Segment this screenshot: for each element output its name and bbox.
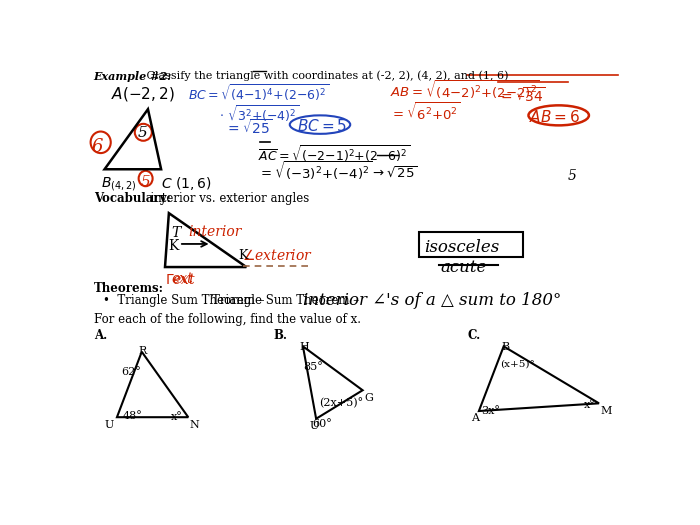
Text: U: U: [309, 421, 318, 431]
Text: K: K: [168, 238, 178, 253]
Text: •  Triangle Sum Theorem –: • Triangle Sum Theorem –: [103, 294, 265, 307]
Text: K: K: [239, 249, 248, 262]
Text: $\mathit{B}_{(4,2)}$: $\mathit{B}_{(4,2)}$: [101, 175, 136, 193]
Text: $\mathit{AB}{=}6$: $\mathit{AB}{=}6$: [529, 109, 580, 125]
Text: $=\sqrt{6^2{+}0^2}$: $=\sqrt{6^2{+}0^2}$: [390, 101, 461, 123]
Text: interior ∠'s of a △ sum to 180°: interior ∠'s of a △ sum to 180°: [303, 292, 561, 309]
Text: R: R: [139, 346, 147, 356]
Text: x°: x°: [584, 400, 595, 410]
Text: acute: acute: [440, 259, 486, 276]
Text: $\Gamma$ext: $\Gamma$ext: [165, 272, 197, 288]
Text: $\mathit{C}\ (1,6)$: $\mathit{C}\ (1,6)$: [161, 175, 211, 192]
Text: isosceles: isosceles: [425, 238, 500, 256]
Text: B: B: [501, 342, 510, 352]
Text: 6: 6: [92, 139, 103, 156]
Text: T: T: [172, 226, 181, 240]
Text: (x+5)°: (x+5)°: [500, 360, 535, 369]
Text: 3x°: 3x°: [481, 406, 500, 416]
Text: Triangle Sum Theorem –: Triangle Sum Theorem –: [211, 294, 358, 307]
Text: $\mathit{A}(-2,2)$: $\mathit{A}(-2,2)$: [111, 85, 174, 102]
Text: A.: A.: [94, 329, 107, 342]
Text: G: G: [364, 393, 373, 403]
Text: 5: 5: [568, 169, 577, 183]
Text: $=\sqrt{(-3)^2{+}(-4)^2}\rightarrow\sqrt{25}$: $=\sqrt{(-3)^2{+}(-4)^2}\rightarrow\sqrt…: [258, 159, 417, 182]
Text: ext: ext: [172, 272, 193, 287]
Text: B.: B.: [274, 329, 288, 342]
Text: Theorems:: Theorems:: [94, 282, 164, 296]
Text: Example #2:: Example #2:: [94, 71, 172, 82]
Text: H: H: [299, 342, 309, 352]
Text: Classify the triangle with coordinates at (-2, 2), (4, 2), and (1, 6): Classify the triangle with coordinates a…: [144, 71, 509, 81]
Text: $\angle$exterior: $\angle$exterior: [242, 248, 314, 263]
Text: C.: C.: [468, 329, 480, 342]
Text: x°: x°: [170, 412, 182, 422]
Text: $\cdot\ \sqrt{3^2{+}({-}4)^2}$: $\cdot\ \sqrt{3^2{+}({-}4)^2}$: [219, 104, 300, 125]
Text: 5: 5: [138, 126, 148, 140]
Text: M: M: [601, 406, 612, 416]
Text: interior: interior: [188, 225, 241, 239]
Text: $\mathit{BC}{=}\sqrt{(4{-}1)^4{+}(2{-}6)^2}$: $\mathit{BC}{=}\sqrt{(4{-}1)^4{+}(2{-}6)…: [188, 83, 329, 104]
Text: (2x+5)°: (2x+5)°: [319, 398, 363, 408]
Text: 60°: 60°: [312, 419, 332, 429]
Text: 48°: 48°: [123, 411, 143, 421]
Text: 5: 5: [140, 175, 150, 188]
Text: $\overline{AC}=\sqrt{(-2{-}1)^2{+}(2{-}6)^2}$: $\overline{AC}=\sqrt{(-2{-}1)^2{+}(2{-}6…: [258, 144, 410, 165]
Text: Vocabulary:: Vocabulary:: [94, 192, 171, 205]
Text: A: A: [471, 413, 479, 423]
Text: interior vs. exterior angles: interior vs. exterior angles: [144, 192, 309, 205]
Text: $\mathit{AB}{=}\sqrt{(4{-}2)^2{+}(2{-}2)^2}$: $\mathit{AB}{=}\sqrt{(4{-}2)^2{+}(2{-}2)…: [390, 78, 540, 101]
Text: 62°: 62°: [122, 367, 141, 377]
Text: 85°: 85°: [303, 362, 323, 372]
Text: N: N: [190, 419, 200, 429]
Text: $=\sqrt{34}$: $=\sqrt{34}$: [498, 86, 546, 105]
Text: $=\sqrt{25}$: $=\sqrt{25}$: [225, 119, 274, 138]
Text: U: U: [104, 419, 114, 429]
Text: $\mathit{BC}{=}5$: $\mathit{BC}{=}5$: [297, 119, 347, 134]
Text: For each of the following, find the value of x.: For each of the following, find the valu…: [94, 313, 360, 326]
